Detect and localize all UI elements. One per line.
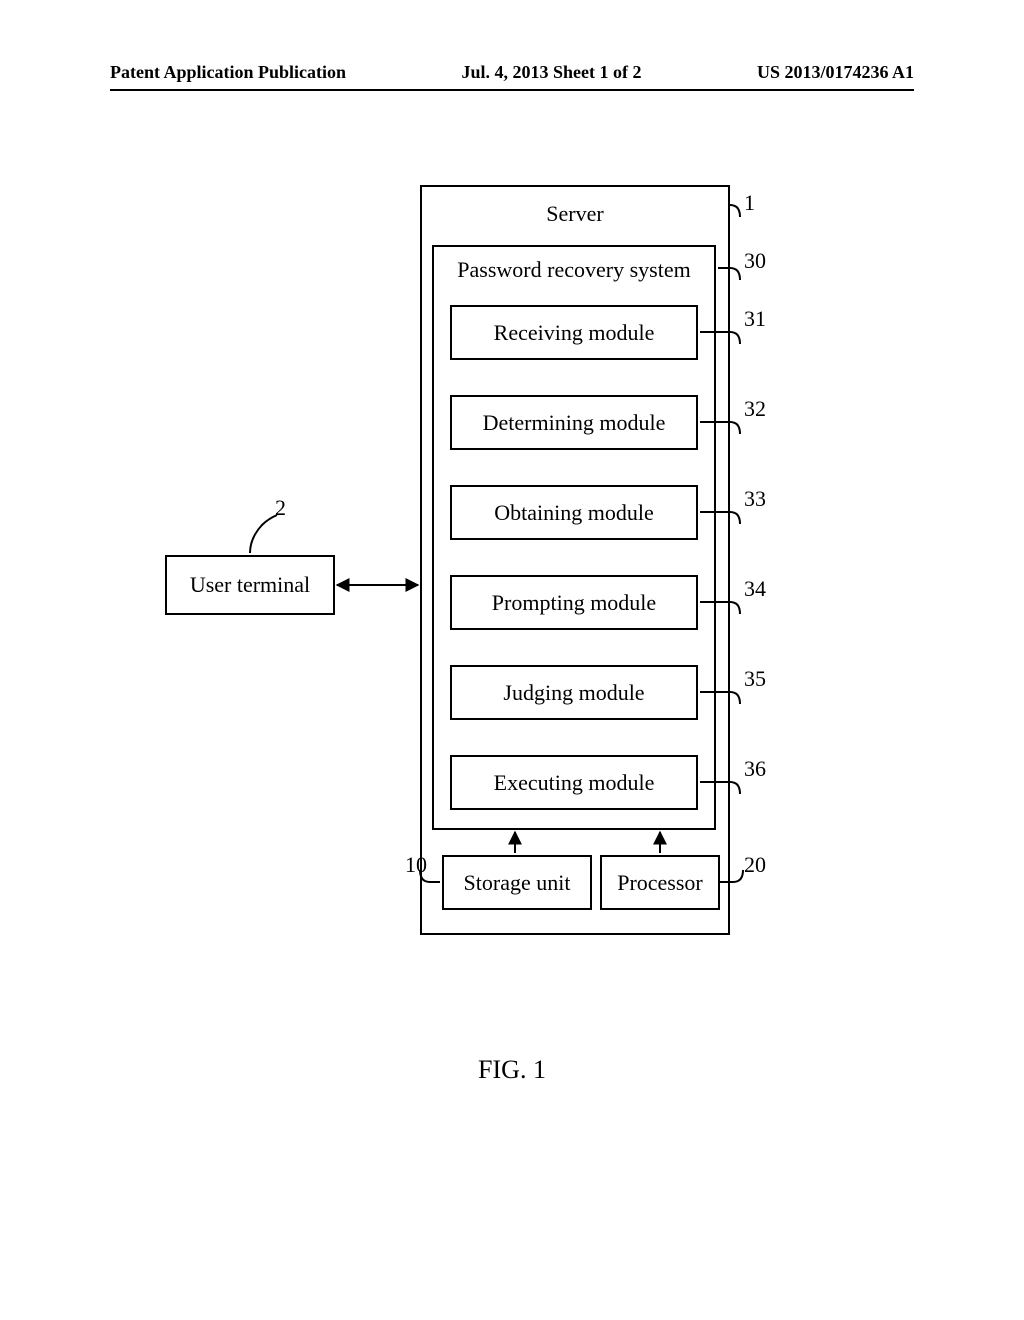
determining-module-box: Determining module xyxy=(450,395,698,450)
server-title: Server xyxy=(546,201,603,227)
judging-module-box: Judging module xyxy=(450,665,698,720)
ref-33: 33 xyxy=(744,486,766,512)
ref-1: 1 xyxy=(744,190,755,216)
obtaining-module-box: Obtaining module xyxy=(450,485,698,540)
receiving-module-label: Receiving module xyxy=(494,320,655,346)
processor-label: Processor xyxy=(617,870,703,896)
determining-module-label: Determining module xyxy=(483,410,666,436)
page: Patent Application Publication Jul. 4, 2… xyxy=(0,0,1024,1320)
user-terminal-label: User terminal xyxy=(190,572,310,598)
ref-20: 20 xyxy=(744,852,766,878)
ref-10: 10 xyxy=(405,852,427,878)
prompting-module-label: Prompting module xyxy=(492,590,656,616)
system-title: Password recovery system xyxy=(457,257,690,283)
executing-module-box: Executing module xyxy=(450,755,698,810)
obtaining-module-label: Obtaining module xyxy=(494,500,653,526)
receiving-module-box: Receiving module xyxy=(450,305,698,360)
ref-2: 2 xyxy=(275,495,286,521)
ref-36: 36 xyxy=(744,756,766,782)
header-right: US 2013/0174236 A1 xyxy=(757,62,914,83)
ref-34: 34 xyxy=(744,576,766,602)
figure-caption: FIG. 1 xyxy=(0,1055,1024,1085)
judging-module-label: Judging module xyxy=(503,680,644,706)
prompting-module-box: Prompting module xyxy=(450,575,698,630)
storage-unit-label: Storage unit xyxy=(464,870,571,896)
header-center: Jul. 4, 2013 Sheet 1 of 2 xyxy=(462,62,642,83)
processor-box: Processor xyxy=(600,855,720,910)
header-left: Patent Application Publication xyxy=(110,62,346,83)
ref-35: 35 xyxy=(744,666,766,692)
user-terminal-box: User terminal xyxy=(165,555,335,615)
ref-30: 30 xyxy=(744,248,766,274)
ref-31: 31 xyxy=(744,306,766,332)
page-header: Patent Application Publication Jul. 4, 2… xyxy=(110,62,914,91)
ref-32: 32 xyxy=(744,396,766,422)
storage-unit-box: Storage unit xyxy=(442,855,592,910)
executing-module-label: Executing module xyxy=(494,770,655,796)
